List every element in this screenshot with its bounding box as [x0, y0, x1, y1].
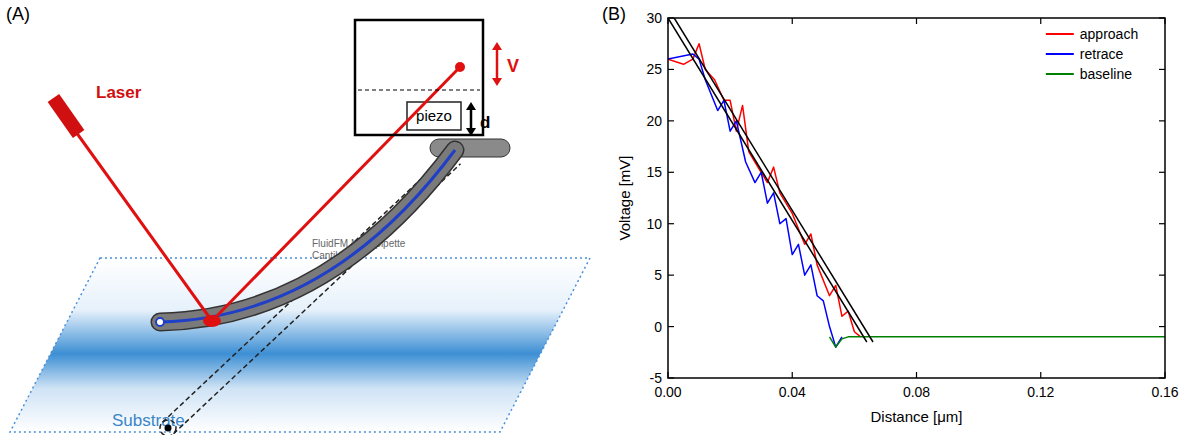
y-tick — [668, 120, 674, 121]
legend-swatch — [1046, 53, 1074, 55]
x-axis-title: Distance [μm] — [871, 408, 963, 425]
x-tick-label: 0.16 — [1151, 384, 1178, 400]
series-line — [830, 337, 1165, 347]
legend-label: approach — [1080, 26, 1138, 42]
y-tick-right — [1159, 377, 1165, 378]
figure: SubstrateFluidFM MicropipetteCantileverp… — [0, 0, 1197, 435]
y-tick-label: 20 — [646, 113, 662, 129]
cantilever-outline — [160, 150, 455, 322]
y-tick-right — [1159, 326, 1165, 327]
panel-b: 0.00 0.04 0.08 0.12 0.16 -5 0 5 10 15 20 25 30 Distan… — [616, 10, 1179, 425]
cantilever — [160, 150, 455, 322]
x-tick — [916, 372, 917, 378]
v-arrow-head — [492, 42, 502, 50]
reflected-beam — [212, 67, 460, 321]
legend-label: retrace — [1080, 46, 1124, 62]
detector — [355, 20, 483, 135]
laser — [48, 94, 85, 138]
y-tick — [668, 275, 674, 276]
y-tick — [668, 377, 674, 378]
d-arrow-head — [466, 102, 476, 110]
data — [668, 18, 1165, 347]
y-tick-label: 30 — [646, 10, 662, 26]
rest-cantilever-aperture — [165, 425, 172, 432]
y-tick — [668, 69, 674, 70]
v-arrow — [496, 46, 499, 82]
x-tick-top — [1040, 18, 1041, 24]
detector-midline — [358, 90, 480, 91]
y-tick — [668, 172, 674, 173]
panel-label: (A) — [6, 4, 30, 24]
y-tick-label: -5 — [650, 370, 663, 386]
panel-label: (B) — [602, 4, 626, 24]
y-tick-label: 10 — [646, 216, 662, 232]
incident-beam — [76, 132, 212, 321]
panel-a: SubstrateFluidFM MicropipetteCantileverp… — [10, 20, 590, 435]
legend: approach retrace baseline — [1046, 26, 1138, 82]
y-tick-right — [1159, 120, 1165, 121]
y-tick-right — [1159, 172, 1165, 173]
microchannel — [160, 150, 455, 322]
y-tick — [668, 326, 674, 327]
aperture — [156, 318, 164, 326]
x-tick — [1164, 372, 1165, 378]
x-tick — [792, 372, 793, 378]
x-tick — [667, 372, 668, 378]
plot-frame — [668, 18, 1165, 378]
x-tick-top — [792, 18, 793, 24]
x-tick-label: 0.04 — [779, 384, 806, 400]
fit-line — [668, 18, 867, 342]
laser-label: Laser — [96, 83, 142, 102]
y-tick-right — [1159, 69, 1165, 70]
x-tick — [1040, 372, 1041, 378]
x-tick-label: 0.12 — [1027, 384, 1054, 400]
y-axis-title: Voltage [mV] — [616, 155, 633, 240]
x-tick-label: 0.00 — [654, 384, 681, 400]
y-tick-label: 15 — [646, 164, 662, 180]
v-label: V — [507, 56, 519, 76]
y-tick — [668, 17, 674, 18]
x-tick-label: 0.08 — [903, 384, 930, 400]
x-tick-top — [667, 18, 668, 24]
rest-cantilever-tip — [160, 420, 176, 435]
y-tick-label: 25 — [646, 61, 662, 77]
d-label: d — [480, 113, 490, 132]
legend-label: baseline — [1080, 66, 1132, 82]
detector-spot — [455, 62, 465, 72]
piezo-box — [407, 102, 461, 130]
v-arrow-head — [492, 78, 502, 86]
fit-line — [674, 18, 873, 342]
y-tick-label: 0 — [654, 319, 662, 335]
y-tick-right — [1159, 17, 1165, 18]
piezo-label: piezo — [416, 107, 452, 124]
y-tick-label: 5 — [654, 267, 662, 283]
substrate-label: Substrate — [112, 411, 185, 430]
legend-swatch — [1046, 73, 1074, 75]
series-line — [668, 54, 842, 347]
legend-swatch — [1046, 33, 1074, 35]
y-tick-right — [1159, 223, 1165, 224]
x-tick-top — [1164, 18, 1165, 24]
y-tick — [668, 223, 674, 224]
y-tick-right — [1159, 275, 1165, 276]
x-tick-top — [916, 18, 917, 24]
